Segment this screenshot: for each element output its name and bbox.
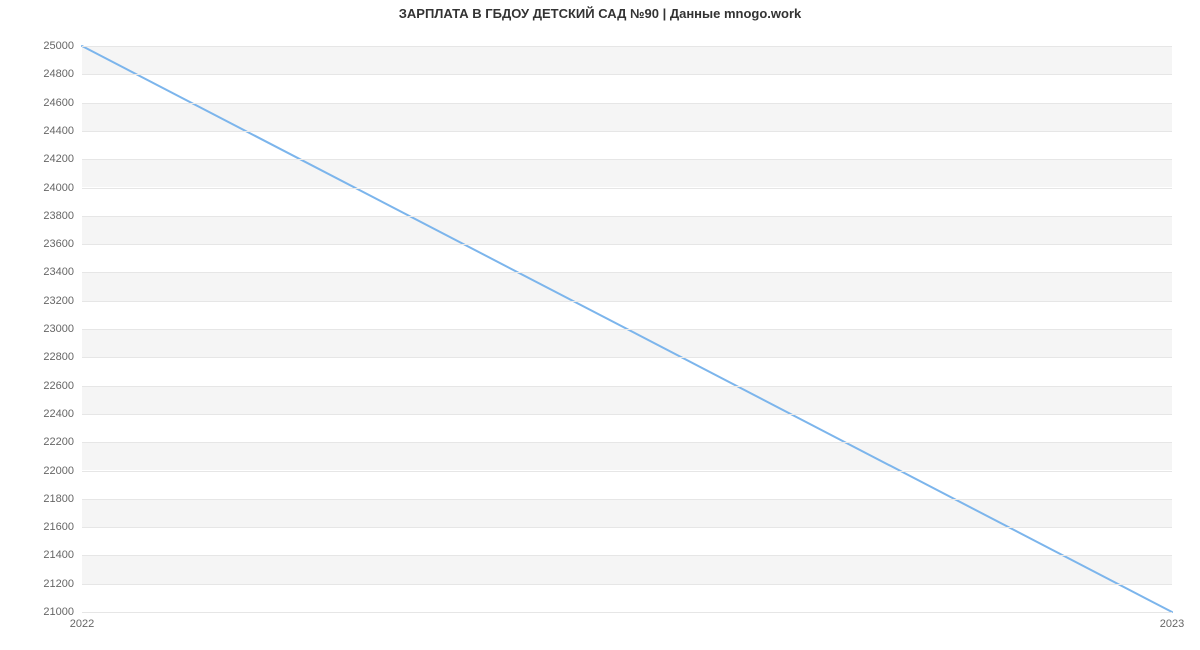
y-gridline bbox=[82, 386, 1172, 387]
y-gridline bbox=[82, 527, 1172, 528]
y-tick-label: 23000 bbox=[34, 323, 74, 335]
y-gridline bbox=[82, 301, 1172, 302]
y-gridline bbox=[82, 188, 1172, 189]
y-gridline bbox=[82, 329, 1172, 330]
y-gridline bbox=[82, 584, 1172, 585]
y-tick-label: 24400 bbox=[34, 125, 74, 137]
y-gridline bbox=[82, 499, 1172, 500]
y-tick-label: 22800 bbox=[34, 351, 74, 363]
y-gridline bbox=[82, 46, 1172, 47]
y-tick-label: 21600 bbox=[34, 521, 74, 533]
y-tick-label: 25000 bbox=[34, 40, 74, 52]
y-tick-label: 23800 bbox=[34, 210, 74, 222]
chart-container: ЗАРПЛАТА В ГБДОУ ДЕТСКИЙ САД №90 | Данны… bbox=[0, 0, 1200, 650]
y-tick-label: 22600 bbox=[34, 380, 74, 392]
y-tick-label: 24800 bbox=[34, 68, 74, 80]
y-tick-label: 23600 bbox=[34, 238, 74, 250]
y-gridline bbox=[82, 216, 1172, 217]
y-tick-label: 22200 bbox=[34, 436, 74, 448]
y-tick-label: 23200 bbox=[34, 295, 74, 307]
y-tick-label: 24200 bbox=[34, 153, 74, 165]
y-gridline bbox=[82, 244, 1172, 245]
y-tick-label: 21400 bbox=[34, 549, 74, 561]
chart-title: ЗАРПЛАТА В ГБДОУ ДЕТСКИЙ САД №90 | Данны… bbox=[0, 6, 1200, 21]
y-gridline bbox=[82, 471, 1172, 472]
y-tick-label: 22400 bbox=[34, 408, 74, 420]
y-gridline bbox=[82, 612, 1172, 613]
y-tick-label: 24000 bbox=[34, 182, 74, 194]
y-gridline bbox=[82, 103, 1172, 104]
y-tick-label: 21800 bbox=[34, 493, 74, 505]
y-gridline bbox=[82, 159, 1172, 160]
y-tick-label: 21000 bbox=[34, 606, 74, 618]
x-tick-label: 2023 bbox=[1160, 618, 1184, 630]
y-gridline bbox=[82, 357, 1172, 358]
y-tick-label: 24600 bbox=[34, 97, 74, 109]
y-gridline bbox=[82, 555, 1172, 556]
y-gridline bbox=[82, 74, 1172, 75]
y-tick-label: 22000 bbox=[34, 465, 74, 477]
y-tick-label: 23400 bbox=[34, 266, 74, 278]
y-gridline bbox=[82, 414, 1172, 415]
y-tick-label: 21200 bbox=[34, 578, 74, 590]
y-gridline bbox=[82, 131, 1172, 132]
y-gridline bbox=[82, 272, 1172, 273]
plot-area bbox=[82, 46, 1172, 612]
x-tick-label: 2022 bbox=[70, 618, 94, 630]
y-gridline bbox=[82, 442, 1172, 443]
